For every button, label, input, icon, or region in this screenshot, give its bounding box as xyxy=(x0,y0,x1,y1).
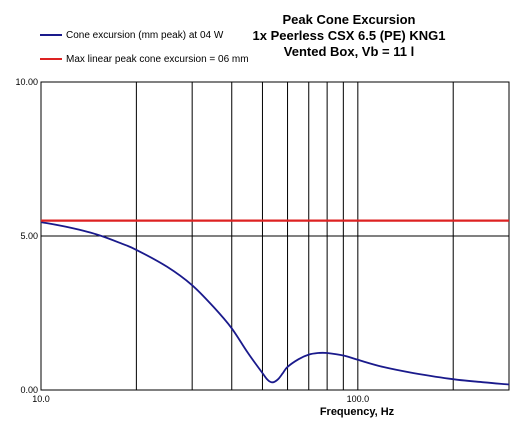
y-tick-label: 10.00 xyxy=(15,77,38,87)
y-tick-label: 5.00 xyxy=(20,231,38,241)
x-axis-label: Frequency, Hz xyxy=(320,406,395,418)
grid xyxy=(41,82,509,390)
legend: Cone excursion (mm peak) at 04 W Max lin… xyxy=(40,30,249,65)
series-line-cone-excursion xyxy=(40,221,510,386)
y-axis-tick-labels: 0.00 5.00 10.00 xyxy=(15,77,38,395)
x-axis-tick-labels: 10.0 100.0 xyxy=(32,394,369,404)
chart-title-line-2: 1x Peerless CSX 6.5 (PE) KNG1 xyxy=(253,28,446,43)
legend-label-excursion: Cone excursion (mm peak) at 04 W xyxy=(66,30,224,41)
chart-title-line-1: Peak Cone Excursion xyxy=(283,12,416,27)
x-tick-label: 100.0 xyxy=(347,394,370,404)
y-tick-label: 0.00 xyxy=(20,385,38,395)
legend-label-max-linear: Max linear peak cone excursion = 06 mm xyxy=(66,54,249,65)
chart-title-line-3: Vented Box, Vb = 11 l xyxy=(284,44,414,59)
series xyxy=(40,219,510,386)
x-tick-label: 10.0 xyxy=(32,394,50,404)
